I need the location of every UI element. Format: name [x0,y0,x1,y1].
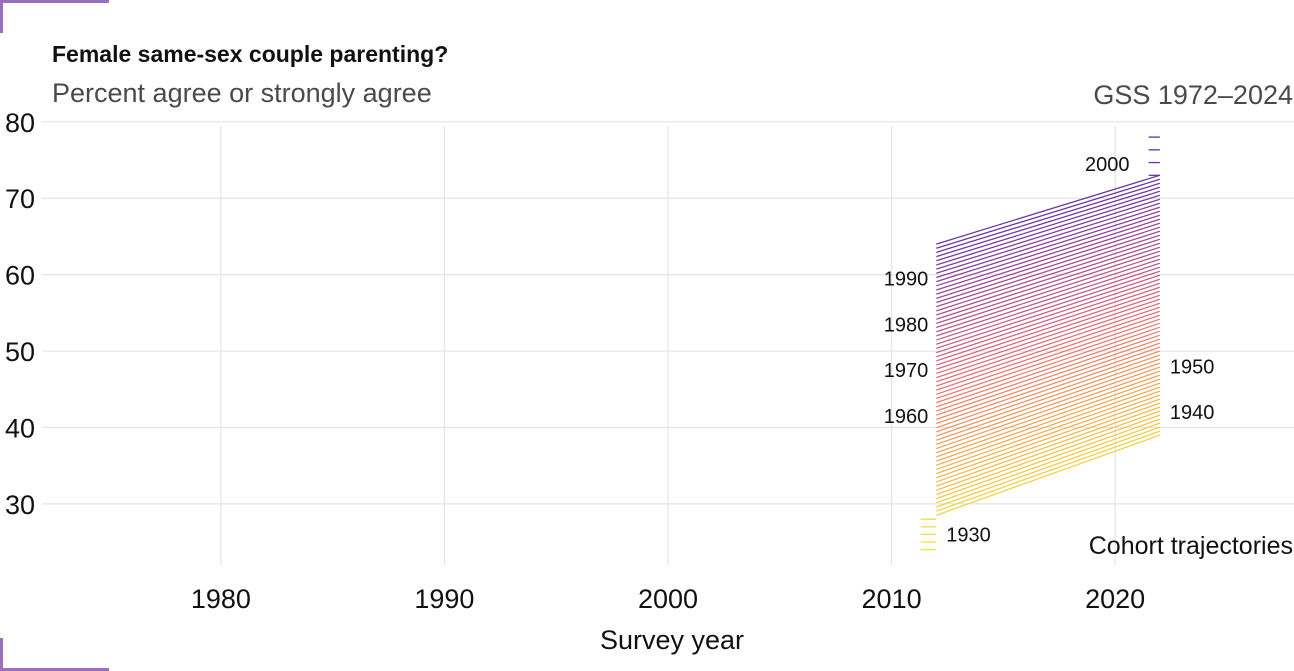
cohort-label: 1970 [884,360,929,382]
cohort-line [936,366,1161,446]
y-tick-label: 60 [5,261,35,291]
x-tick-label: 2000 [638,584,698,614]
y-tick-label: 50 [5,337,35,367]
cohort-label: 1990 [884,268,929,290]
cohort-line [936,338,1161,416]
x-axis-label: Survey year [600,625,744,655]
cohort-line [936,182,1161,254]
cohort-line [936,370,1161,450]
cohort-lines [920,136,1161,551]
cohort-line [936,378,1161,458]
cohort-line [936,322,1161,400]
cohort-line [936,230,1161,304]
cohort-line [936,394,1161,475]
cohort-label: 1980 [884,314,929,336]
cohort-line [936,226,1161,299]
cohort-line [936,350,1161,429]
cohort-line [936,222,1161,295]
cohort-line [936,206,1161,279]
cohort-line [936,250,1161,324]
cohort-line [936,286,1161,362]
cohort-line [936,258,1161,333]
cohort-label: 1940 [1170,402,1215,424]
cohort-line [936,238,1161,312]
cohort-line [936,246,1161,320]
cohort-label: 1930 [946,524,991,546]
cohort-line [936,434,1161,516]
cohort-line [936,190,1161,262]
cohort-labels: 2000 1990 1980 1970 1960 1950 1940 1930 [884,154,1215,547]
cohort-line [936,402,1161,483]
cohort-line [936,342,1161,420]
cohort-line [936,314,1161,391]
cohort-line [936,358,1161,437]
cohort-line [936,418,1161,500]
cohort-line [936,414,1161,496]
cohort-line [936,262,1161,337]
cohort-line [936,426,1161,508]
cohort-line [936,278,1161,354]
x-tick-label: 1990 [414,584,474,614]
cohort-line [936,270,1161,345]
cohort-line [936,362,1161,441]
cohort-line [936,242,1161,316]
cohort-line [936,406,1161,487]
cohort-line [936,326,1161,404]
x-tick-label: 2010 [862,584,922,614]
cohort-line [936,186,1161,258]
y-tick-label: 40 [5,413,35,443]
cohort-line [936,202,1161,274]
cohort-line [936,282,1161,358]
grid [42,121,1294,565]
y-tick-label: 70 [5,184,35,214]
cohort-line [936,174,1161,245]
cohort-line [936,302,1161,379]
cohort-line [936,410,1161,491]
cohort-label: 1960 [884,406,929,428]
cohort-line [936,374,1161,454]
cohort-line [936,310,1161,387]
cohort-line [936,382,1161,462]
cohort-line [936,354,1161,433]
cohort-line [936,306,1161,383]
cohort-line [936,274,1161,350]
cohort-line [936,298,1161,375]
chart-subtitle: Percent agree or strongly agree [52,78,432,108]
source-label: GSS 1972–2024 [1093,80,1293,110]
corner-mark-bottom [0,638,109,671]
cohort-line [936,214,1161,287]
y-tick-label: 80 [5,108,35,138]
cohort-line [936,210,1161,283]
cohort-line [936,334,1161,412]
cohort-line [936,330,1161,408]
cohort-line [936,386,1161,466]
cohort-line [936,318,1161,395]
y-tick-label: 30 [5,490,35,520]
cohort-line [936,290,1161,366]
annotation-cohort-trajectories: Cohort trajectories [1089,532,1293,560]
cohort-label: 1950 [1170,356,1215,378]
cohort-line [936,254,1161,329]
chart-title: Female same-sex couple parenting? [52,41,448,67]
cohort-line [936,178,1161,249]
cohort-line [936,194,1161,266]
corner-mark-top [0,0,109,33]
cohort-line [936,198,1161,270]
cohort-line [936,346,1161,425]
cohort-line [936,266,1161,341]
cohort-line [936,398,1161,479]
cohort-line [936,294,1161,370]
cohort-line [936,390,1161,471]
cohort-line [936,234,1161,308]
x-tick-label: 1980 [191,584,251,614]
cohort-line [936,430,1161,512]
x-tick-label: 2020 [1085,584,1145,614]
cohort-line [936,218,1161,291]
cohort-label: 2000 [1085,154,1130,176]
cohort-line [936,422,1161,504]
axes: 30 40 50 60 70 80 1980 1990 2000 2010 2020 [5,108,1145,614]
